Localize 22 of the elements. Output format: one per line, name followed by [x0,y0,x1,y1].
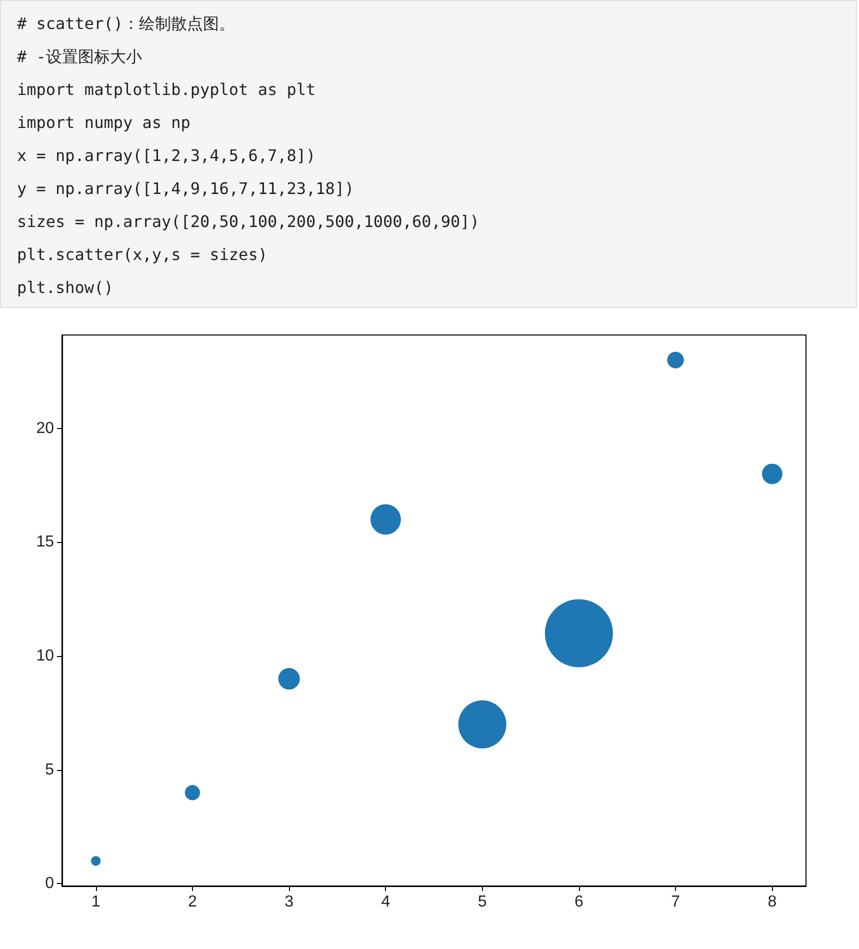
x-tick-label: 6 [574,894,584,910]
y-tick-label: 20 [36,420,54,437]
text: y = np.array([1,4,9,16,7,11,23,18]) [17,178,356,200]
x-tick-label: 4 [381,894,390,910]
x-tick-label: 8 [768,894,777,910]
text: plt.show() [17,277,114,299]
text: x = np.array([1,2,3,4,5,6,7,8]) [17,145,317,167]
x-tick-label: 7 [671,894,680,910]
text: # scatter()：绘制散点图。 [17,13,236,35]
y-tick-label: 5 [45,761,54,778]
y-tick-label: 0 [45,875,54,892]
y-tick-label: 10 [36,648,54,665]
text: # -设置图标大小 [17,46,143,68]
text: import numpy as np [17,112,192,134]
text: plt.scatter(x,y,s = sizes) [17,244,268,266]
x-tick-label: 2 [188,894,197,910]
x-tick-label: 5 [478,894,487,910]
text: import matplotlib.pyplot as plt [17,79,317,101]
y-tick-label: 15 [36,534,54,551]
x-tick-label: 3 [284,894,294,910]
text: sizes = np.array([20,50,100,200,500,1000,60,90]) [17,211,480,233]
x-tick-label: 1 [91,894,100,910]
